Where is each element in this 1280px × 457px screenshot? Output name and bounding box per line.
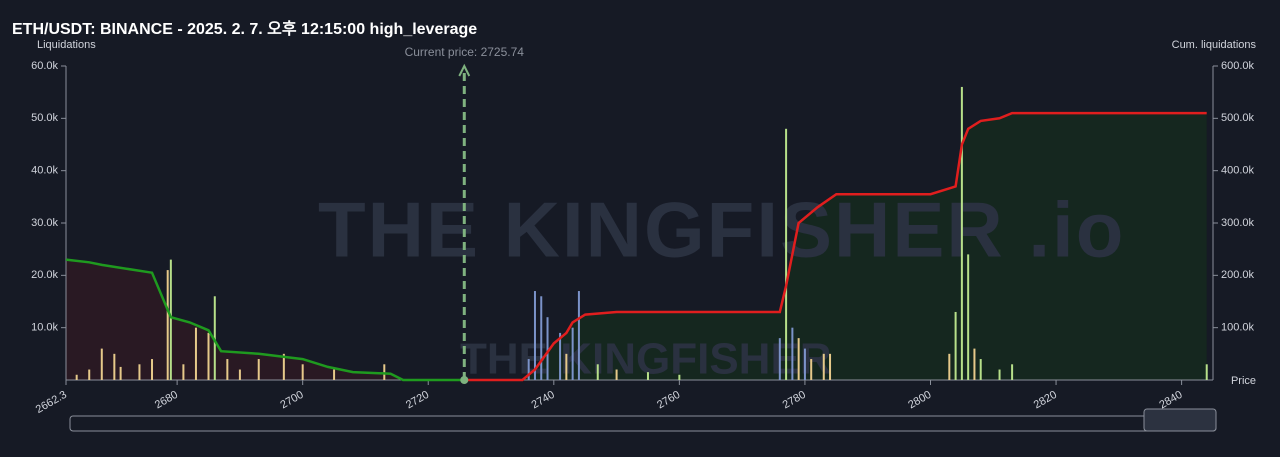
bar xyxy=(169,259,172,380)
bar xyxy=(967,254,970,380)
y2-tick-label: 200.0k xyxy=(1221,269,1255,281)
bar xyxy=(559,332,562,380)
bar xyxy=(527,359,530,380)
chart-title: ETH/USDT: BINANCE - 2025. 2. 7. 오후 12:15… xyxy=(12,19,477,38)
bar xyxy=(822,353,825,380)
x-axis-title: Price xyxy=(1231,375,1256,387)
cum-area xyxy=(464,113,1207,380)
bar xyxy=(282,353,285,380)
cum-area xyxy=(66,259,465,380)
y2-tick-label: 500.0k xyxy=(1221,112,1255,124)
bar xyxy=(1011,364,1014,380)
y2-axis-title: Cum. liquidations xyxy=(1172,39,1257,51)
bar xyxy=(678,374,681,380)
bar xyxy=(778,338,781,380)
y2-tick-label: 300.0k xyxy=(1221,217,1255,229)
bar xyxy=(207,332,210,380)
bar xyxy=(785,128,788,380)
current-price-label: Current price: 2725.74 xyxy=(405,45,525,59)
bar xyxy=(333,369,336,380)
bar xyxy=(138,364,141,380)
current-price-arrow xyxy=(458,63,471,77)
scrollbar-handle[interactable] xyxy=(1143,408,1217,432)
bar xyxy=(257,359,260,380)
bar xyxy=(646,372,649,380)
bar xyxy=(998,369,1001,380)
bar xyxy=(803,348,806,380)
bar xyxy=(383,364,386,380)
y-tick-label: 20.0k xyxy=(31,269,58,281)
bar xyxy=(615,369,618,380)
bar xyxy=(100,348,103,380)
bar xyxy=(565,353,568,380)
y2-tick-label: 100.0k xyxy=(1221,322,1255,334)
bar xyxy=(301,364,304,380)
bar xyxy=(151,359,154,380)
bar xyxy=(571,327,574,380)
bar xyxy=(596,364,599,380)
bar xyxy=(791,327,794,380)
cum-line xyxy=(464,111,1207,382)
bar xyxy=(829,353,832,380)
bar xyxy=(113,353,116,380)
bar xyxy=(75,374,78,380)
bar xyxy=(533,291,536,380)
cum-line xyxy=(65,258,465,382)
bar xyxy=(546,317,549,380)
y2-tick-label: 600.0k xyxy=(1221,60,1255,72)
y-tick-label: 50.0k xyxy=(31,112,58,124)
bar xyxy=(213,296,216,380)
bar xyxy=(182,364,185,380)
y-tick-label: 40.0k xyxy=(31,165,58,177)
bar xyxy=(238,369,241,380)
bar xyxy=(979,359,982,380)
y2-tick-label: 400.0k xyxy=(1221,165,1255,177)
bar xyxy=(88,369,91,380)
bar xyxy=(973,348,976,380)
bar xyxy=(226,359,229,380)
bar xyxy=(119,366,122,380)
y-tick-label: 30.0k xyxy=(31,217,58,229)
bar xyxy=(194,327,197,380)
bar xyxy=(1205,364,1208,380)
bar xyxy=(960,86,963,380)
bar xyxy=(797,338,800,380)
bar xyxy=(540,296,543,380)
bar xyxy=(954,311,957,380)
watermark: THE KINGFISHER .io xyxy=(318,186,1125,274)
bar xyxy=(166,270,169,380)
current-price-dot xyxy=(460,376,469,384)
bar xyxy=(948,353,951,380)
bar xyxy=(810,359,813,380)
y-tick-label: 10.0k xyxy=(31,322,58,334)
watermark-small: THE KINGFISHER xyxy=(460,335,832,384)
bar xyxy=(577,291,580,380)
y-axis-title: Liquidations xyxy=(37,39,96,51)
y-tick-label: 60.0k xyxy=(31,60,58,72)
